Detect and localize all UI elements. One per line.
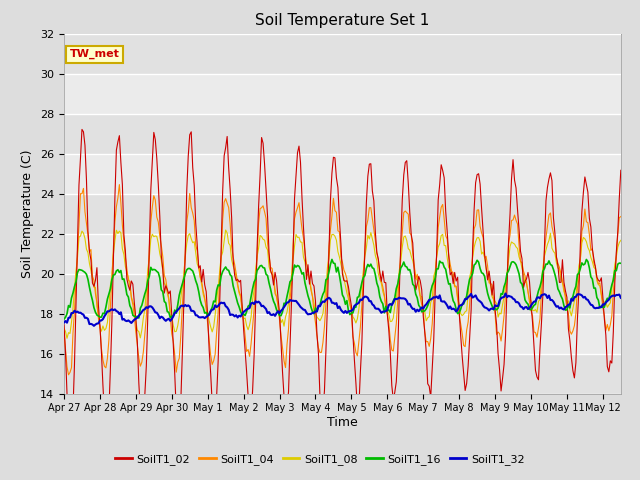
Bar — [64, 354, 621, 394]
Text: TW_met: TW_met — [70, 49, 120, 59]
Bar — [64, 114, 621, 154]
Bar — [64, 193, 621, 234]
Bar — [64, 34, 621, 73]
Title: Soil Temperature Set 1: Soil Temperature Set 1 — [255, 13, 429, 28]
Legend: SoilT1_02, SoilT1_04, SoilT1_08, SoilT1_16, SoilT1_32: SoilT1_02, SoilT1_04, SoilT1_08, SoilT1_… — [111, 450, 529, 469]
X-axis label: Time: Time — [327, 416, 358, 429]
Y-axis label: Soil Temperature (C): Soil Temperature (C) — [22, 149, 35, 278]
Bar — [64, 274, 621, 313]
